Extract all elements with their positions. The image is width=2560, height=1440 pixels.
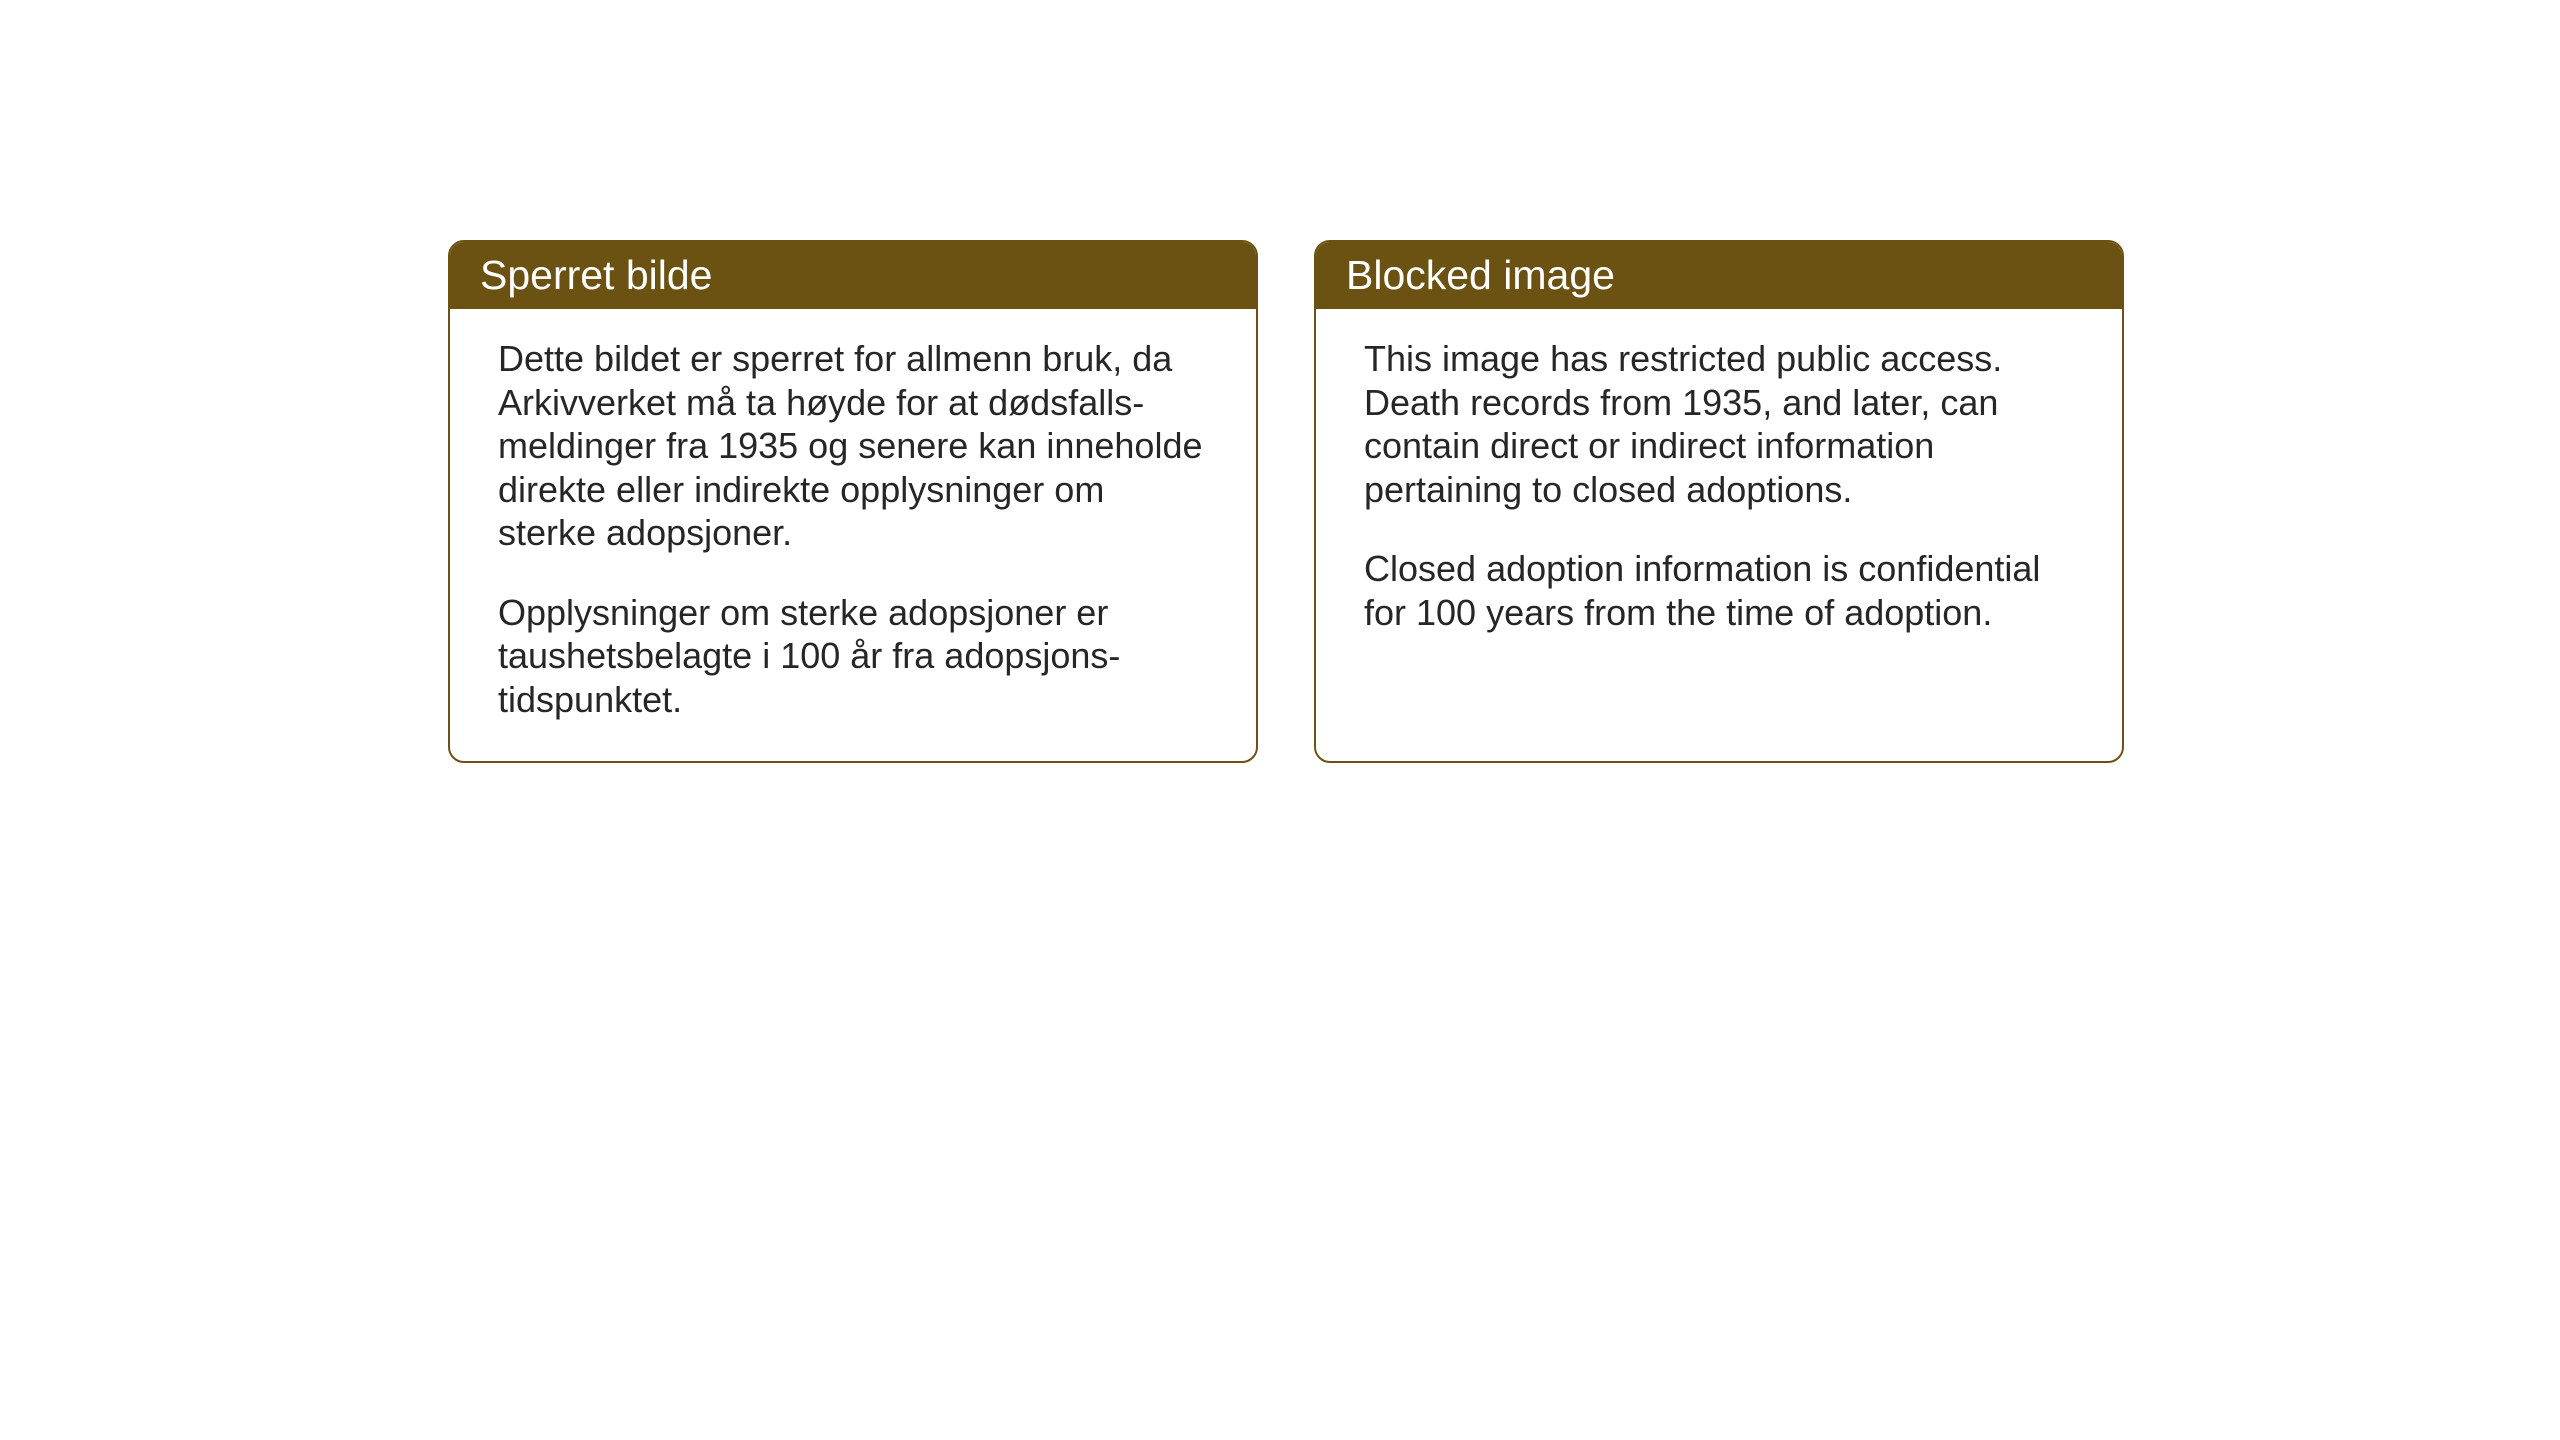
card-english-header: Blocked image — [1316, 242, 2122, 309]
card-english-body: This image has restricted public access.… — [1316, 309, 2122, 674]
card-english-paragraph-2: Closed adoption information is confident… — [1364, 547, 2074, 634]
card-norwegian-header: Sperret bilde — [450, 242, 1256, 309]
card-english-paragraph-1: This image has restricted public access.… — [1364, 337, 2074, 511]
card-norwegian: Sperret bilde Dette bildet er sperret fo… — [448, 240, 1258, 763]
cards-container: Sperret bilde Dette bildet er sperret fo… — [448, 240, 2124, 763]
card-norwegian-paragraph-1: Dette bildet er sperret for allmenn bruk… — [498, 337, 1208, 555]
card-english-title: Blocked image — [1346, 252, 1615, 298]
card-english: Blocked image This image has restricted … — [1314, 240, 2124, 763]
card-norwegian-title: Sperret bilde — [480, 252, 712, 298]
card-norwegian-paragraph-2: Opplysninger om sterke adopsjoner er tau… — [498, 591, 1208, 722]
card-norwegian-body: Dette bildet er sperret for allmenn bruk… — [450, 309, 1256, 761]
